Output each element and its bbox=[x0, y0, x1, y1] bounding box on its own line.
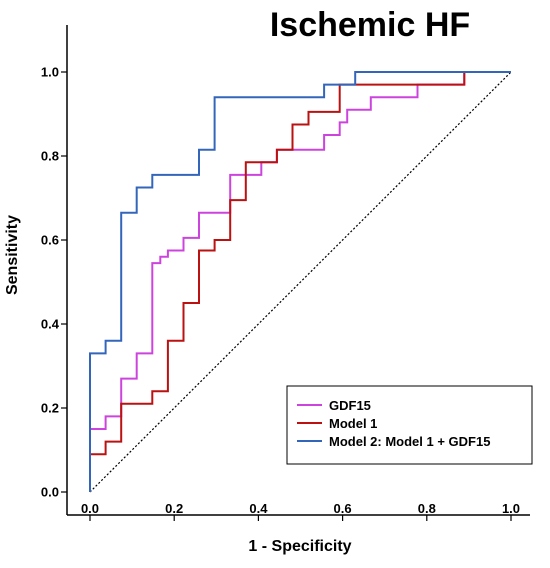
x-axis-label: 1 - Specificity bbox=[248, 538, 351, 555]
y-tick-label: 0.0 bbox=[41, 485, 59, 500]
y-tick-label: 0.2 bbox=[41, 401, 59, 416]
series-line-model-1 bbox=[89, 71, 511, 492]
y-tick-label: 0.6 bbox=[41, 233, 59, 248]
legend-label-model-2: Model 2: Model 1 + GDF15 bbox=[329, 434, 490, 449]
y-tick-label: 0.8 bbox=[41, 149, 59, 164]
axes bbox=[66, 25, 530, 516]
chart-title: Ischemic HF bbox=[270, 6, 470, 44]
legend: GDF15 Model 1 Model 2: Model 1 + GDF15 bbox=[286, 385, 533, 465]
reference-diagonal-group bbox=[89, 71, 512, 493]
legend-label-gdf15: GDF15 bbox=[329, 398, 371, 413]
series-group bbox=[89, 71, 511, 492]
legend-label-model-1: Model 1 bbox=[329, 416, 377, 431]
x-tick-label: 0.4 bbox=[249, 501, 268, 516]
y-axis-label: Sensitivity bbox=[4, 215, 21, 295]
x-tick-label: 1.0 bbox=[502, 501, 520, 516]
axis-ticks: 0.0 0.2 0.4 0.6 0.8 1.0 0.0 0.2 0.4 0.6 0.8 1.0 bbox=[41, 65, 520, 521]
series-line-model-2 bbox=[89, 71, 511, 492]
x-tick-label: 0.8 bbox=[418, 501, 436, 516]
x-tick-label: 0.0 bbox=[81, 501, 99, 516]
reference-diagonal bbox=[89, 71, 512, 493]
y-tick-label: 0.4 bbox=[41, 317, 60, 332]
y-tick-label: 1.0 bbox=[41, 65, 59, 80]
x-tick-label: 0.6 bbox=[334, 501, 352, 516]
x-tick-label: 0.2 bbox=[165, 501, 183, 516]
legend-box bbox=[286, 385, 533, 465]
